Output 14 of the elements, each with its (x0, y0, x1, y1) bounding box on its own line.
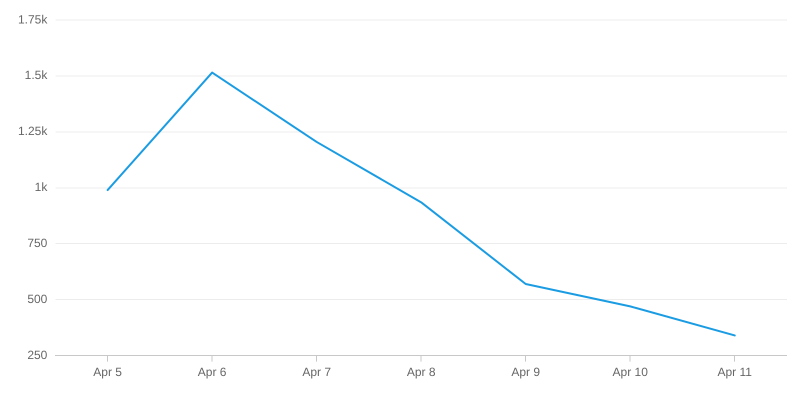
x-tick-label: Apr 8 (406, 365, 436, 380)
x-tick-label: Apr 10 (612, 365, 648, 380)
y-tick-label: 1k (34, 180, 48, 194)
y-tick-label: 1.75k (18, 12, 48, 26)
y-tick-label: 250 (27, 348, 48, 362)
x-tick-label: Apr 9 (511, 365, 540, 380)
x-tick-label: Apr 7 (302, 365, 332, 380)
x-tick-label: Apr 11 (718, 365, 752, 380)
y-tick-label: 750 (27, 236, 48, 250)
y-tick-label: 1.5k (24, 68, 48, 82)
y-tick-label: 1.25k (18, 124, 48, 138)
y-tick-label: 500 (27, 292, 48, 306)
x-tick-label: Apr 5 (93, 365, 122, 380)
x-tick-label: Apr 6 (198, 365, 227, 380)
